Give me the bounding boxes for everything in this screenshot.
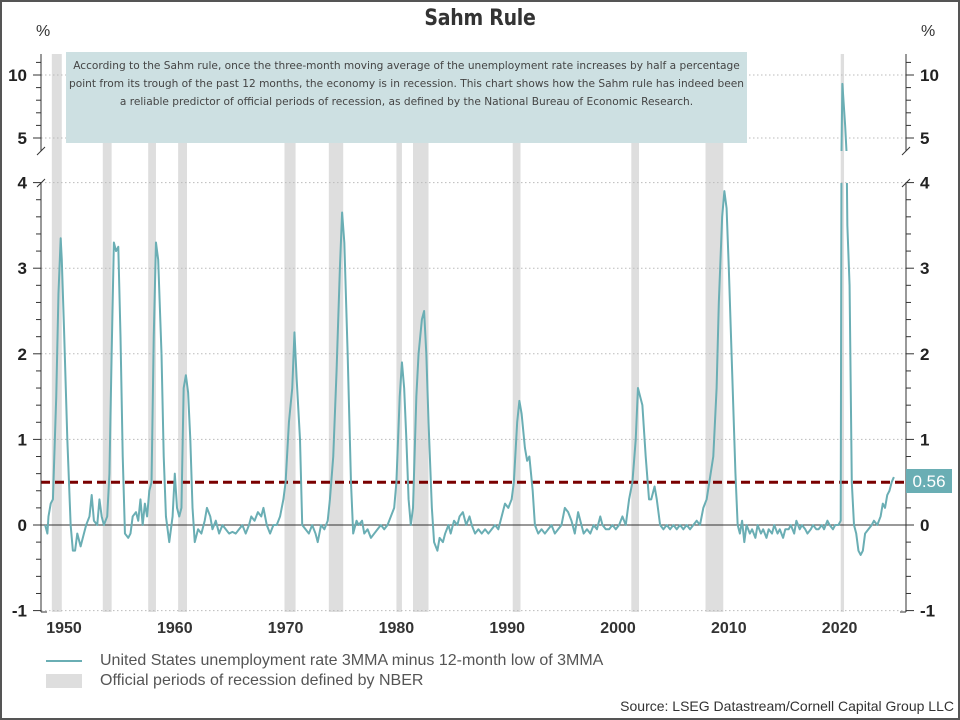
y-tick-label-left: 5 <box>18 129 27 148</box>
x-tick-label: 1990 <box>489 620 525 637</box>
legend-item-band: Official periods of recession defined by… <box>46 671 603 691</box>
legend: United States unemployment rate 3MMA min… <box>46 651 603 691</box>
y-tick-label-right: 3 <box>920 259 929 278</box>
y-tick-label-left: 4 <box>18 174 28 193</box>
y-unit-right: % <box>921 23 935 40</box>
x-tick-label: 1980 <box>379 620 415 637</box>
series-line-upper <box>840 82 848 152</box>
recession-band <box>284 54 296 612</box>
y-tick-label-left: 0 <box>18 516 27 535</box>
recession-band <box>102 54 112 612</box>
y-tick-label-right: 0 <box>920 516 929 535</box>
recession-band <box>148 54 156 612</box>
y-tick-label-left: -1 <box>12 602 27 621</box>
legend-line-swatch <box>46 660 82 662</box>
y-tick-label-right: -1 <box>920 602 935 621</box>
y-tick-label-right: 1 <box>920 430 929 449</box>
latest-value-label: 0.56 <box>912 472 945 491</box>
x-tick-label: 1960 <box>157 620 193 637</box>
y-tick-label-right: 2 <box>920 345 929 364</box>
y-tick-label-right: 4 <box>920 174 930 193</box>
recession-band <box>631 54 640 612</box>
y-unit-left: % <box>36 23 50 40</box>
axes: -1 -1 0 0 1 1 2 2 3 3 4 4 5 5 10 10 1950 1960 1970 1980 1990… <box>8 54 939 637</box>
axis-break-mark <box>901 146 911 156</box>
series-line-lower <box>44 182 895 556</box>
y-tick-label-right: 10 <box>920 66 939 85</box>
series-line <box>44 82 895 556</box>
axis-break-mark <box>36 146 46 156</box>
x-tick-label: 1950 <box>46 620 82 637</box>
recession-band <box>840 54 845 612</box>
y-tick-label-left: 1 <box>18 430 27 449</box>
y-tick-label-left: 2 <box>18 345 27 364</box>
recession-band <box>512 54 521 612</box>
x-tick-label: 2000 <box>600 620 636 637</box>
legend-item-line: United States unemployment rate 3MMA min… <box>46 651 603 671</box>
y-tick-label-left: 3 <box>18 259 27 278</box>
y-tick-label-left: 10 <box>8 66 27 85</box>
chart-title: Sahm Rule <box>424 6 536 31</box>
legend-line-label: United States unemployment rate 3MMA min… <box>100 652 604 669</box>
y-tick-label-right: 5 <box>920 129 929 148</box>
legend-band-swatch <box>46 674 82 688</box>
x-tick-label: 1970 <box>268 620 304 637</box>
annotation-box: According to the Sahm rule, once the thr… <box>66 52 747 143</box>
latest-value-box <box>906 469 952 493</box>
x-tick-label: 2020 <box>822 620 858 637</box>
source-note: Source: LSEG Datastream/Cornell Capital … <box>620 698 954 714</box>
recession-band <box>178 54 187 612</box>
x-tick-label: 2010 <box>711 620 747 637</box>
legend-band-label: Official periods of recession defined by… <box>100 672 424 689</box>
recession-band <box>396 54 402 612</box>
